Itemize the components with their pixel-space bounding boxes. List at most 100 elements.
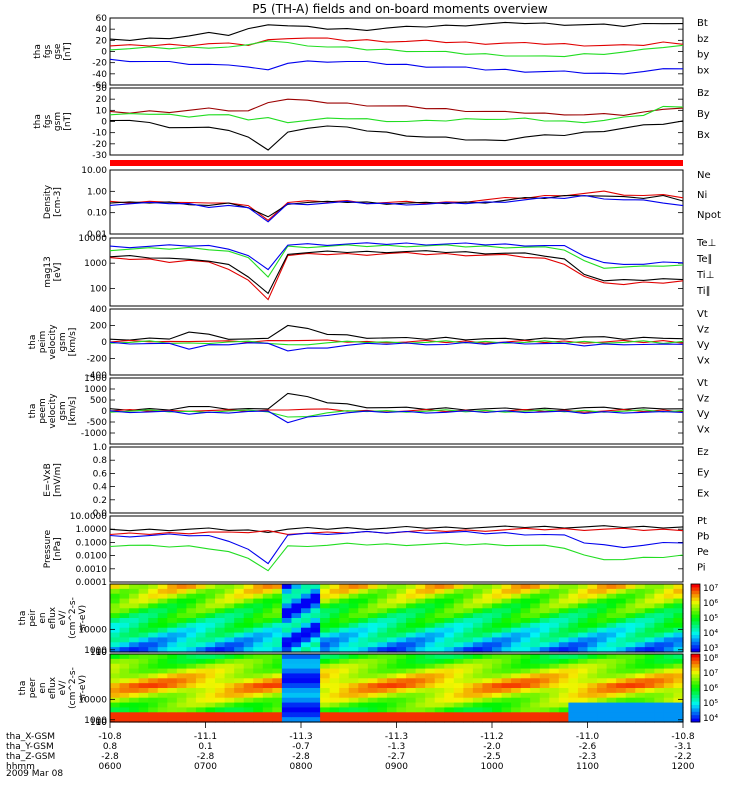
heatmap-cell [176, 683, 187, 689]
heatmap-cell [262, 673, 273, 679]
heatmap-cell [492, 663, 503, 670]
heatmap-cell [606, 683, 617, 689]
heatmap-cell [243, 663, 254, 670]
heatmap-cell [386, 697, 398, 704]
series-line-Bt [109, 21, 684, 41]
heatmap-cell [224, 598, 235, 605]
heatmap-cell [320, 637, 331, 643]
heatmap-cell [386, 608, 398, 614]
heatmap-cell [568, 692, 579, 699]
heatmap-cell [367, 658, 378, 665]
heatmap-cell [587, 712, 598, 718]
y-tick-label: 0.0100 [76, 552, 108, 562]
heatmap-cell [224, 702, 235, 709]
heatmap-cell [444, 598, 455, 605]
heatmap-cell [406, 668, 417, 675]
x-tick-label: 0800 [290, 762, 313, 772]
heatmap-cell [176, 663, 187, 670]
heatmap-cell [234, 632, 245, 639]
heatmap-cell [138, 584, 149, 590]
heatmap-cell [310, 712, 321, 718]
heatmap-cell [348, 588, 359, 595]
heatmap-cell [243, 697, 254, 704]
heatmap-cell [444, 613, 455, 619]
heatmap-cell [262, 697, 273, 704]
legend-label: Vy [697, 409, 710, 420]
heatmap-cell [281, 663, 293, 670]
heatmap-cell [253, 618, 264, 624]
heatmap-cell [291, 603, 302, 609]
heatmap-cell [492, 697, 503, 704]
heatmap-cell [520, 717, 531, 723]
heatmap-cell [415, 673, 426, 679]
heatmap-cell [472, 613, 484, 619]
heatmap-cell [167, 683, 178, 689]
x-tick-label: 0.1 [198, 742, 212, 752]
heatmap-cell [367, 717, 378, 723]
heatmap-cell [406, 627, 417, 634]
heatmap-cell [444, 702, 455, 709]
y-axis-label-line: tha [28, 335, 38, 350]
heatmap-cell [224, 632, 235, 639]
heatmap-cell [186, 627, 197, 634]
heatmap-cell [291, 692, 302, 699]
series-line-Vt [109, 324, 684, 341]
heatmap-cell [606, 673, 617, 679]
heatmap-cell [558, 603, 569, 609]
heatmap-cell [119, 654, 130, 660]
heatmap-cell [320, 707, 331, 713]
heatmap-cell [243, 588, 254, 595]
heatmap-cell [396, 603, 407, 609]
heatmap-cell [444, 618, 455, 624]
heatmap-cell [577, 678, 589, 684]
heatmap-cell [148, 637, 159, 643]
heatmap-cell [492, 613, 503, 619]
heatmap-cell [272, 654, 283, 660]
heatmap-cell [348, 608, 359, 614]
heatmap-cell [205, 632, 216, 639]
heatmap-cell [329, 717, 340, 723]
heatmap-cell [396, 688, 407, 694]
heatmap-cell [415, 663, 426, 670]
y-tick-label: 40 [96, 25, 108, 35]
heatmap-cell [320, 654, 331, 660]
heatmap-cell [616, 678, 627, 684]
heatmap-cell [625, 588, 636, 595]
heatmap-cell [406, 658, 417, 665]
heatmap-cell [272, 603, 283, 609]
heatmap-cell [434, 647, 445, 653]
heatmap-cell [339, 692, 350, 699]
heatmap-cell [673, 618, 684, 624]
colorbar-cell [691, 657, 700, 662]
y-tick-label: 400 [90, 305, 107, 315]
heatmap-cell [320, 692, 331, 699]
heatmap-cell [434, 663, 445, 670]
heatmap-cell [663, 717, 675, 723]
heatmap-cell [472, 697, 484, 704]
heatmap-cell [463, 668, 474, 675]
series-line-Ni [109, 194, 684, 218]
heatmap-cell [673, 642, 684, 648]
heatmap-cell [176, 654, 187, 660]
heatmap-cell [663, 608, 675, 614]
heatmap-cell [558, 707, 569, 713]
heatmap-cell [539, 697, 550, 704]
heatmap-cell [520, 678, 531, 684]
series-line-Vy [109, 340, 684, 346]
heatmap-cell [167, 668, 178, 675]
heatmap-cell [301, 717, 312, 723]
heatmap-cell [367, 598, 378, 605]
heatmap-cell [482, 598, 493, 605]
heatmap-cell [186, 683, 197, 689]
heatmap-cell [606, 663, 617, 670]
heatmap-cell [501, 603, 512, 609]
heatmap-cell [301, 608, 312, 614]
heatmap-cell [234, 683, 245, 689]
heatmap-cell [291, 683, 302, 689]
heatmap-cell [415, 647, 426, 653]
heatmap-cell [597, 618, 608, 624]
heatmap-cell [673, 627, 684, 634]
heatmap-cell [530, 622, 541, 629]
heatmap-cell [482, 588, 493, 595]
